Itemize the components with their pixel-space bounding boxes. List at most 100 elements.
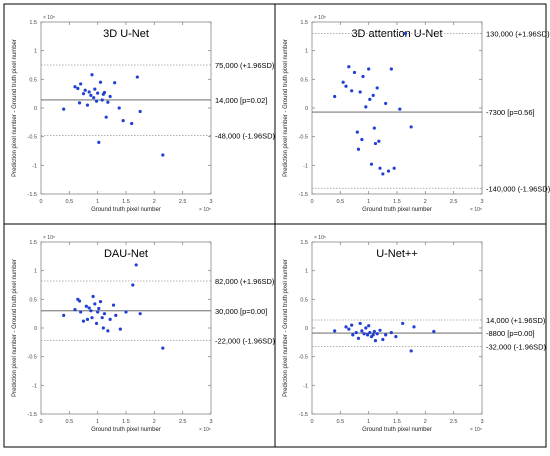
data-point (403, 31, 408, 36)
x-tick-label: 0.5 (337, 199, 345, 205)
data-point (76, 86, 80, 91)
data-point (114, 313, 118, 317)
x-tick-label: 2 (153, 419, 156, 425)
data-point (409, 125, 413, 129)
data-point (386, 169, 391, 173)
data-point (360, 137, 364, 142)
y-tick-label: 0 (34, 326, 37, 332)
y-tick-label: 1.5 (29, 20, 37, 26)
data-point (358, 321, 362, 326)
data-point (161, 346, 165, 350)
data-point (96, 310, 100, 314)
data-point (347, 65, 351, 69)
x-axis-label: Ground truth pixel number (362, 427, 432, 433)
x-tick-label: 2.5 (450, 199, 458, 205)
x-tick-label: 3 (480, 419, 483, 425)
x-tick-label: 3 (209, 419, 212, 425)
reference-line-label: 14,000 [p=0.02] (215, 96, 267, 105)
data-point (351, 333, 355, 337)
y-tick-label: -1.5 (28, 412, 37, 418)
data-point (378, 166, 382, 170)
data-point (100, 316, 104, 320)
data-point (124, 310, 128, 314)
data-point (344, 84, 348, 88)
data-point (92, 96, 96, 100)
data-point (90, 73, 94, 77)
x-axis-label: Ground truth pixel number (362, 207, 432, 213)
data-point (381, 337, 385, 342)
x-tick-label: 1.5 (393, 199, 401, 205)
data-point (384, 101, 388, 106)
y-tick-label: -0.5 (299, 135, 308, 141)
y-tick-label: 1.5 (29, 240, 37, 246)
data-point (389, 67, 393, 71)
data-point (81, 92, 86, 96)
data-point (111, 303, 116, 307)
y-tick-label: 1.5 (300, 20, 308, 26)
data-point (98, 300, 103, 304)
y-tick-label: -1 (303, 383, 308, 389)
x-tick-label: 1 (96, 199, 99, 205)
data-point (381, 172, 385, 176)
data-point (135, 75, 139, 79)
y-axis-label: Prediction pixel number - Ground truth p… (283, 259, 289, 397)
y-tick-label: 1 (34, 269, 37, 275)
x-multiplier: × 10⁵ (199, 427, 211, 433)
data-point (356, 336, 361, 340)
y-multiplier: × 10⁵ (314, 235, 326, 241)
data-point (389, 330, 393, 335)
data-point (113, 81, 117, 85)
x-tick-label: 0 (39, 419, 42, 425)
chart-panel-1: 0 0.5 1 1.5 2 2.5 3 -1.5 -1 -0.5 0 0.5 1 1.5 × 10⁵ × 10… (3, 3, 276, 225)
data-point (77, 299, 82, 303)
x-tick-label: 1.5 (393, 419, 401, 425)
x-tick-label: 1 (367, 419, 370, 425)
data-point (344, 325, 348, 329)
data-point (100, 98, 104, 102)
y-tick-label: 0.5 (29, 77, 37, 83)
data-point (93, 87, 97, 91)
data-point (401, 321, 405, 326)
x-tick-label: 0 (39, 199, 42, 205)
y-tick-label: 0.5 (300, 77, 308, 83)
data-point (104, 115, 108, 119)
y-tick-label: 1 (34, 49, 37, 55)
data-point (362, 332, 366, 336)
data-point (85, 317, 90, 321)
data-point (384, 333, 388, 337)
y-axis-label: Prediction pixel number - Ground truth p… (12, 39, 18, 177)
data-point (96, 91, 100, 95)
chart-title: 3D attention U-Net (351, 28, 442, 40)
reference-line-label: -7300 [p=0.56] (486, 108, 535, 117)
y-tick-label: -1 (303, 163, 308, 169)
data-point (138, 109, 142, 114)
x-tick-label: 1 (367, 199, 370, 205)
y-tick-label: -1.5 (28, 192, 37, 198)
x-tick-label: 0 (310, 419, 313, 425)
y-tick-label: 0.5 (300, 297, 308, 303)
reference-line-label: 30,000 [p=0.00] (215, 307, 267, 316)
data-point (371, 93, 375, 97)
y-tick-label: 0 (305, 326, 308, 332)
data-point (364, 326, 368, 330)
panel-frame (3, 3, 276, 225)
y-axis-label: Prediction pixel number - Ground truth p… (283, 39, 289, 177)
panel-frame (3, 223, 276, 448)
data-point (358, 90, 362, 94)
data-point (375, 86, 379, 90)
data-point (87, 90, 91, 94)
data-point (367, 324, 371, 328)
reference-line-label: -22,000 (-1.96SD) (215, 337, 276, 346)
x-tick-label: 0.5 (337, 419, 345, 425)
data-point (73, 85, 77, 89)
data-point (377, 139, 381, 143)
x-tick-label: 1.5 (122, 199, 130, 205)
y-tick-label: -1 (32, 163, 37, 169)
data-point (89, 93, 93, 97)
data-point (372, 329, 376, 334)
y-multiplier: × 10⁵ (43, 15, 55, 21)
data-point (355, 130, 359, 134)
reference-line-label: -48,000 (-1.96SD) (215, 132, 276, 141)
x-tick-label: 1.5 (122, 419, 130, 425)
x-tick-label: 1 (96, 419, 99, 425)
